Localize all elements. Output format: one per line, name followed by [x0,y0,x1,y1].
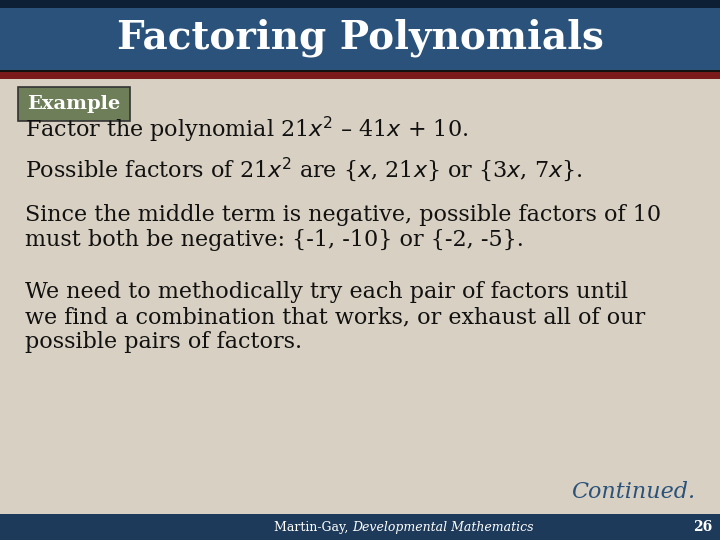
Text: Factor the polynomial 21$x^2$ – 41$x$ + 10.: Factor the polynomial 21$x^2$ – 41$x$ + … [25,115,468,145]
Text: Since the middle term is negative, possible factors of 10: Since the middle term is negative, possi… [25,204,661,226]
Text: Factoring Polynomials: Factoring Polynomials [117,19,603,57]
Text: Continued.: Continued. [571,481,695,503]
Bar [0,0,720,72]
Text: must both be negative: {-1, -10} or {-2, -5}.: must both be negative: {-1, -10} or {-2,… [25,229,524,251]
Text: we find a combination that works, or exhaust all of our: we find a combination that works, or exh… [25,306,645,328]
Text: Martin-Gay,: Martin-Gay, [274,521,352,534]
Bar [0,72,720,79]
Text: Example: Example [27,95,121,113]
Bar [0,514,720,540]
Bar [0,0,720,8]
Text: Developmental Mathematics: Developmental Mathematics [352,521,534,534]
Text: Possible factors of 21$x^2$ are {$x$, 21$x$} or {3$x$, 7$x$}.: Possible factors of 21$x^2$ are {$x$, 21… [25,156,582,184]
Text: possible pairs of factors.: possible pairs of factors. [25,331,302,353]
Text: We need to methodically try each pair of factors until: We need to methodically try each pair of… [25,281,628,303]
FancyBboxPatch shape [18,87,130,121]
Bar [0,70,720,72]
Text: 26: 26 [693,520,713,534]
